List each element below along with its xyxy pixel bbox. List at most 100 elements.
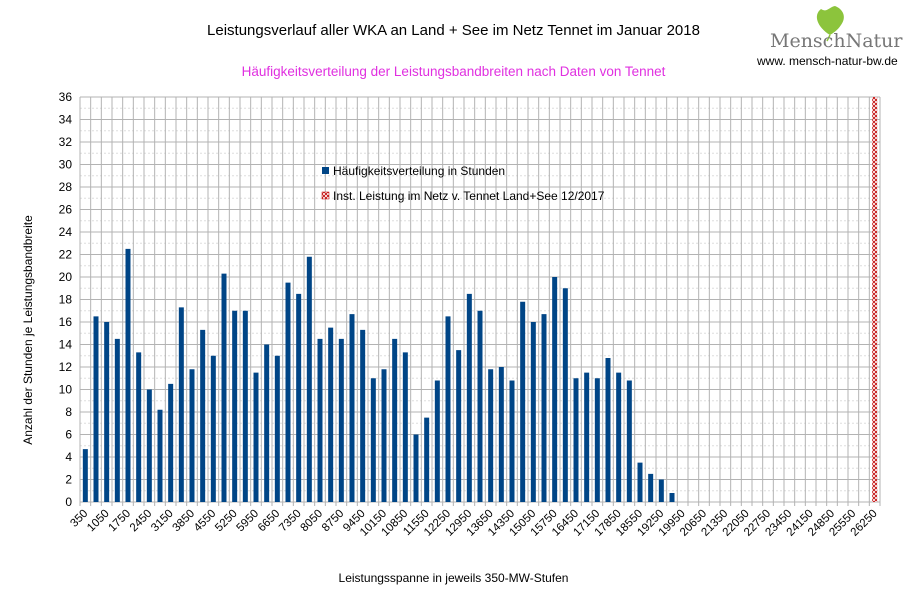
y-tick-label: 30 bbox=[59, 158, 73, 172]
bar bbox=[338, 338, 344, 502]
bar bbox=[168, 383, 174, 502]
bar bbox=[136, 352, 142, 502]
bar bbox=[392, 338, 398, 502]
y-tick-label: 22 bbox=[59, 248, 73, 262]
bar bbox=[285, 282, 291, 502]
bar bbox=[157, 409, 163, 502]
x-tick-label: 1750 bbox=[107, 508, 134, 535]
bar bbox=[562, 288, 568, 502]
bar bbox=[189, 369, 195, 502]
bar bbox=[253, 372, 259, 502]
y-tick-label: 36 bbox=[59, 90, 73, 104]
bar bbox=[274, 355, 280, 502]
y-tick-label: 2 bbox=[65, 473, 72, 487]
bar bbox=[648, 473, 654, 502]
y-tick-label: 6 bbox=[65, 428, 72, 442]
legend: Häufigkeitsverteilung in Stunden Inst. L… bbox=[321, 164, 605, 203]
bar bbox=[434, 380, 440, 502]
bar bbox=[381, 369, 387, 502]
bar bbox=[530, 322, 536, 502]
bar bbox=[616, 372, 622, 502]
x-tick-label: 8050 bbox=[299, 508, 326, 535]
bar bbox=[413, 434, 419, 502]
bar bbox=[93, 316, 99, 502]
bar bbox=[541, 314, 547, 502]
bar bbox=[488, 369, 494, 502]
bar bbox=[349, 314, 355, 502]
bar bbox=[296, 293, 302, 502]
bar bbox=[584, 372, 590, 502]
y-tick-label: 4 bbox=[65, 450, 72, 464]
bar bbox=[402, 352, 408, 502]
bar bbox=[370, 378, 376, 502]
y-tick-label: 20 bbox=[59, 270, 73, 284]
bar bbox=[605, 358, 611, 502]
bar bbox=[456, 350, 462, 502]
y-tick-label: 24 bbox=[59, 225, 73, 239]
bar bbox=[200, 329, 206, 502]
legend-label-installed: Inst. Leistung im Netz v. Tennet Land+Se… bbox=[333, 189, 605, 203]
bar bbox=[306, 256, 312, 502]
x-tick-label: 5950 bbox=[235, 508, 262, 535]
bar bbox=[669, 493, 675, 502]
x-tick-label: 5250 bbox=[213, 508, 240, 535]
bar bbox=[424, 417, 430, 502]
y-tick-label: 0 bbox=[65, 495, 72, 509]
bar bbox=[637, 462, 643, 502]
x-tick-label: 4550 bbox=[192, 508, 219, 535]
y-tick-label: 32 bbox=[59, 135, 73, 149]
ginkgo-leaf-logo-icon bbox=[816, 6, 844, 42]
bar bbox=[520, 301, 526, 502]
y-tick-label: 28 bbox=[59, 180, 73, 194]
legend-swatch-installed bbox=[321, 191, 330, 200]
x-tick-label: 1050 bbox=[85, 508, 112, 535]
x-tick-label: 3850 bbox=[171, 508, 198, 535]
y-tick-label: 8 bbox=[65, 405, 72, 419]
bar bbox=[104, 322, 110, 502]
x-tick-label: 3150 bbox=[149, 508, 176, 535]
x-axis-label: Leistungsspanne in jeweils 350-MW-Stufen bbox=[338, 571, 569, 585]
bar bbox=[264, 344, 270, 502]
bar bbox=[552, 277, 558, 502]
bar bbox=[125, 248, 131, 502]
bar bbox=[626, 380, 632, 502]
bar bbox=[210, 355, 216, 502]
y-tick-label: 18 bbox=[59, 293, 73, 307]
bar bbox=[317, 338, 323, 502]
x-tick-label: 6650 bbox=[256, 508, 283, 535]
installed-capacity-bar bbox=[872, 97, 878, 502]
legend-swatch-frequency bbox=[322, 167, 329, 174]
bar bbox=[466, 293, 472, 502]
y-tick-label: 26 bbox=[59, 203, 73, 217]
y-tick-label: 14 bbox=[59, 338, 73, 352]
bar bbox=[221, 273, 227, 502]
bar bbox=[658, 479, 664, 502]
logo-url: www. mensch-natur-bw.de bbox=[757, 54, 898, 68]
chart-title: Leistungsverlauf aller WKA an Land + See… bbox=[207, 22, 700, 39]
bar bbox=[509, 380, 515, 502]
bar bbox=[82, 449, 88, 502]
bar bbox=[445, 316, 451, 502]
y-tick-label: 34 bbox=[59, 113, 73, 127]
bar bbox=[573, 378, 579, 502]
bar bbox=[498, 367, 504, 502]
logo-text: MenschNatur bbox=[770, 30, 903, 52]
bar bbox=[594, 378, 600, 502]
bar bbox=[114, 338, 120, 502]
bar bbox=[232, 310, 238, 502]
y-tick-label: 12 bbox=[59, 360, 73, 374]
bar bbox=[477, 310, 483, 502]
bar bbox=[328, 327, 334, 502]
bar bbox=[242, 310, 248, 502]
legend-label-frequency: Häufigkeitsverteilung in Stunden bbox=[333, 164, 505, 178]
bar bbox=[360, 329, 366, 502]
y-tick-label: 16 bbox=[59, 315, 73, 329]
x-tick-label: 2450 bbox=[128, 508, 155, 535]
x-tick-label: 7350 bbox=[277, 508, 304, 535]
y-tick-label: 10 bbox=[59, 383, 73, 397]
bar bbox=[146, 389, 152, 502]
x-tick-label: 8750 bbox=[320, 508, 347, 535]
chart-subtitle: Häufigkeitsverteilung der Leistungsbandb… bbox=[241, 64, 666, 79]
